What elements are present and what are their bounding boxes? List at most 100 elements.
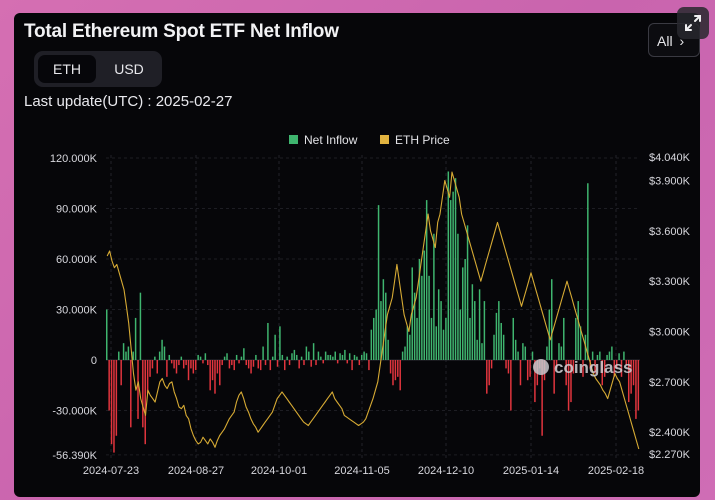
- net-inflow-bar: [298, 360, 300, 369]
- net-inflow-bar: [625, 360, 628, 366]
- net-inflow-bar: [577, 301, 579, 360]
- net-inflow-bar: [373, 317, 375, 360]
- net-inflow-bar: [623, 351, 625, 360]
- net-inflow-bar: [567, 360, 570, 411]
- net-inflow-bar: [507, 360, 510, 374]
- net-inflow-bar: [474, 301, 476, 360]
- net-inflow-bar: [139, 292, 142, 360]
- net-inflow-bar: [392, 360, 394, 386]
- net-inflow-bar: [113, 360, 115, 453]
- y-axis-right-tick-label: $2.400K: [649, 427, 691, 439]
- net-inflow-bar: [199, 356, 202, 360]
- net-inflow-bar: [603, 360, 606, 377]
- x-axis-tick-label: 2024-08-27: [168, 465, 224, 477]
- net-inflow-bar: [411, 267, 413, 360]
- net-inflow-bar: [611, 346, 613, 360]
- legend-label-eth-price[interactable]: ETH Price: [395, 133, 450, 147]
- net-inflow-bar: [118, 351, 120, 360]
- net-inflow-bar: [207, 360, 209, 366]
- net-inflow-bar: [630, 360, 632, 394]
- net-inflow-bar: [154, 356, 156, 360]
- net-inflow-bar: [526, 360, 529, 381]
- net-inflow-bar: [454, 178, 457, 360]
- legend-swatch-net-inflow: [289, 135, 298, 144]
- net-inflow-bar: [416, 317, 418, 360]
- net-inflow-bar: [519, 360, 522, 386]
- net-inflow-bar: [305, 346, 308, 360]
- net-inflow-bar: [490, 360, 493, 369]
- net-inflow-bar: [122, 343, 125, 360]
- net-inflow-bar: [447, 171, 450, 360]
- net-inflow-bar: [404, 346, 406, 360]
- y-axis-left-tick-label: 0: [91, 355, 97, 367]
- net-inflow-bar: [108, 360, 110, 411]
- net-inflow-bar: [274, 334, 276, 360]
- net-inflow-bar: [464, 259, 466, 360]
- y-axis-right-tick-label: $2.270K: [649, 449, 691, 461]
- net-inflow-bar: [175, 360, 178, 374]
- net-inflow-bar: [459, 309, 462, 360]
- net-inflow-bar: [238, 360, 240, 364]
- net-inflow-bar: [505, 360, 507, 369]
- legend-label-net-inflow[interactable]: Net Inflow: [304, 133, 358, 147]
- net-inflow-bar: [214, 360, 216, 394]
- net-inflow-bar: [158, 351, 161, 360]
- net-inflow-bar: [478, 289, 481, 360]
- net-inflow-bar: [488, 360, 490, 386]
- watermark-text: coinglass: [554, 358, 632, 377]
- net-inflow-bar: [231, 360, 233, 366]
- net-inflow-bar: [161, 339, 163, 360]
- net-inflow-bar: [591, 351, 594, 360]
- net-inflow-bar: [219, 360, 221, 386]
- net-inflow-bar: [317, 351, 320, 360]
- net-inflow-bar: [322, 360, 324, 364]
- net-inflow-bar: [332, 356, 334, 360]
- net-inflow-bar: [303, 360, 305, 366]
- net-inflow-bar: [421, 275, 423, 360]
- unit-toggle: ETH USD: [34, 51, 162, 87]
- net-inflow-bar: [132, 351, 134, 360]
- y-axis-left-tick-label: 60.000K: [56, 254, 98, 266]
- unit-option-eth[interactable]: ETH: [38, 55, 96, 83]
- net-inflow-bar: [110, 360, 113, 445]
- net-inflow-bar: [560, 346, 563, 360]
- net-inflow-bar: [423, 250, 425, 360]
- net-inflow-bar: [223, 356, 226, 360]
- net-inflow-bar: [190, 360, 192, 369]
- net-inflow-bar: [180, 356, 183, 360]
- net-inflow-bar: [142, 360, 144, 428]
- net-inflow-bar: [493, 334, 495, 360]
- unit-option-usd[interactable]: USD: [114, 61, 144, 77]
- y-axis-left-tick-label: -56.390K: [52, 450, 97, 462]
- net-inflow-bar: [106, 309, 108, 360]
- net-inflow-bar: [401, 351, 404, 360]
- net-inflow-bar: [437, 289, 440, 360]
- x-axis-tick-label: 2025-01-14: [503, 465, 559, 477]
- net-inflow-bar: [413, 292, 416, 360]
- net-inflow-bar: [281, 354, 284, 360]
- net-inflow-bar: [599, 351, 601, 360]
- net-inflow-bar: [471, 284, 474, 360]
- net-inflow-bar: [293, 349, 296, 360]
- net-inflow-bar: [565, 360, 567, 386]
- y-axis-right-tick-label: $4.040K: [649, 152, 691, 164]
- net-inflow-bar: [531, 351, 534, 360]
- net-inflow-bar: [498, 301, 500, 360]
- net-inflow-bar: [481, 343, 483, 360]
- net-inflow-bar: [267, 322, 269, 360]
- x-axis-tick-label: 2024-10-01: [251, 465, 307, 477]
- net-inflow-bar: [382, 279, 385, 360]
- net-inflow-bar: [168, 354, 171, 360]
- net-inflow-bar: [433, 233, 435, 360]
- net-inflow-bar: [363, 351, 365, 360]
- net-inflow-bar: [440, 301, 442, 360]
- net-inflow-bar: [127, 346, 130, 360]
- net-inflow-bar: [146, 360, 149, 394]
- net-inflow-bar: [425, 200, 428, 360]
- net-inflow-bar: [418, 259, 421, 360]
- net-inflow-bar: [327, 354, 329, 360]
- expand-button[interactable]: [677, 7, 709, 39]
- net-inflow-bar: [286, 356, 288, 360]
- net-inflow-bar: [334, 351, 336, 360]
- net-inflow-bar: [469, 317, 471, 360]
